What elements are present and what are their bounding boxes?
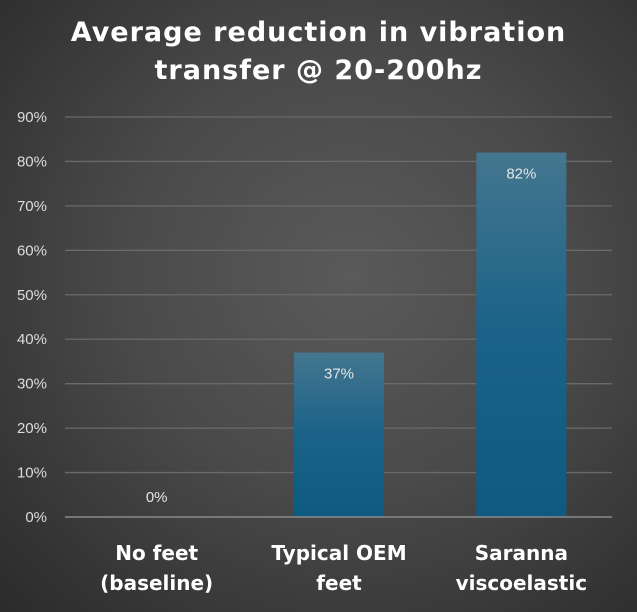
bar [294, 352, 384, 517]
chart-title: Average reduction in vibration transfer … [0, 14, 637, 90]
x-category-label-line: Saranna [474, 541, 568, 565]
y-tick-label: 60% [17, 242, 47, 259]
y-tick-label: 80% [17, 153, 47, 170]
y-tick-label: 40% [17, 331, 47, 348]
x-category-label-line: No feet [115, 541, 199, 565]
x-category-label-line: (baseline) [100, 571, 214, 595]
x-category-label-line: Typical OEM [271, 541, 407, 565]
y-tick-label: 90% [17, 109, 47, 126]
y-tick-label: 10% [17, 465, 47, 482]
bar [476, 152, 567, 518]
y-tick-label: 0% [25, 509, 47, 526]
y-tick-label: 20% [17, 420, 47, 437]
x-category-label: Saranna viscoelastic [431, 538, 611, 598]
x-category-label: No feet (baseline) [67, 538, 247, 598]
y-tick-label: 30% [17, 376, 47, 393]
data-label: 0% [146, 489, 168, 506]
x-category-label-line: feet [316, 571, 362, 595]
chart-title-line-2: transfer @ 20-200hz [154, 55, 483, 86]
y-tick-label: 70% [17, 198, 47, 215]
x-category-label-line: viscoelastic [455, 571, 588, 595]
y-tick-label: 50% [17, 287, 47, 304]
x-category-label: Typical OEM feet [249, 538, 429, 598]
data-label: 82% [506, 166, 536, 183]
chart-title-line-1: Average reduction in vibration [70, 17, 567, 48]
data-label: 37% [324, 366, 354, 383]
